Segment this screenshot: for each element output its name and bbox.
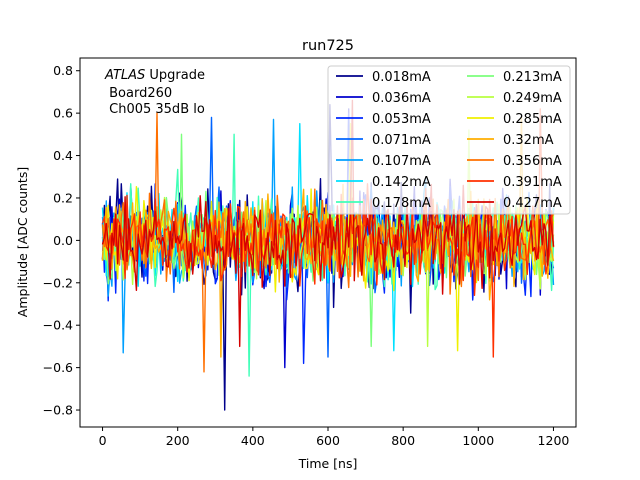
x-tick-label: 1200: [538, 433, 570, 448]
chart-title: run725: [302, 38, 354, 54]
legend-label: 0.32mA: [503, 133, 554, 148]
y-tick-label: 0.6: [53, 106, 73, 121]
y-tick-label: 0.0: [53, 233, 73, 248]
y-tick-label: 0.2: [53, 190, 73, 205]
x-axis-ticks: 0 200 400 600 800 1000 1200: [99, 427, 570, 448]
y-tick-label: −0.4: [43, 318, 73, 333]
y-tick-label: 0.4: [53, 148, 73, 163]
x-tick-label: 200: [166, 433, 190, 448]
x-tick-label: 0: [99, 433, 107, 448]
legend: 0.018mA 0.036mA 0.053mA 0.071mA 0.107mA 0.142…: [327, 65, 571, 215]
x-axis-label: Time [ns]: [298, 456, 358, 471]
annotation: ATLAS Upgrade Board260 Ch005 35dB lo: [104, 68, 205, 117]
legend-label: 0.053mA: [372, 112, 431, 127]
annotation-line-1: ATLAS Upgrade: [104, 68, 205, 83]
y-tick-label: −0.2: [43, 275, 73, 290]
legend-label: 0.356mA: [503, 154, 562, 169]
atlas-suffix: Upgrade: [145, 68, 205, 83]
legend-label: 0.107mA: [372, 154, 431, 169]
x-tick-label: 1000: [462, 433, 494, 448]
legend-label: 0.178mA: [372, 196, 431, 211]
legend-label: 0.018mA: [372, 70, 431, 85]
legend-label: 0.071mA: [372, 133, 431, 148]
y-tick-label: −0.8: [43, 403, 73, 418]
y-tick-label: 0.8: [53, 63, 73, 78]
x-tick-label: 400: [241, 433, 265, 448]
legend-label: 0.285mA: [503, 112, 562, 127]
legend-label: 0.427mA: [503, 196, 562, 211]
legend-label: 0.142mA: [372, 175, 431, 190]
series-line-0.391mA: [101, 108, 555, 358]
x-tick-label: 600: [316, 433, 340, 448]
legend-label: 0.249mA: [503, 91, 562, 106]
y-axis-ticks: 0.8 0.6 0.4 0.2 0.0 −0.2 −0.4 −0.6 −0.8: [43, 63, 80, 418]
y-tick-label: −0.6: [43, 360, 73, 375]
legend-label: 0.391mA: [503, 175, 562, 190]
x-tick-label: 800: [391, 433, 415, 448]
annotation-line-2: Board260: [105, 86, 172, 101]
annotation-line-3: Ch005 35dB lo: [105, 102, 205, 117]
atlas-label: ATLAS: [104, 68, 145, 83]
legend-box: [327, 65, 571, 215]
series-line-0.427mA: [101, 99, 555, 348]
legend-label: 0.036mA: [372, 91, 431, 106]
legend-label: 0.213mA: [503, 70, 562, 85]
y-axis-label: Amplitude [ADC counts]: [15, 167, 30, 317]
